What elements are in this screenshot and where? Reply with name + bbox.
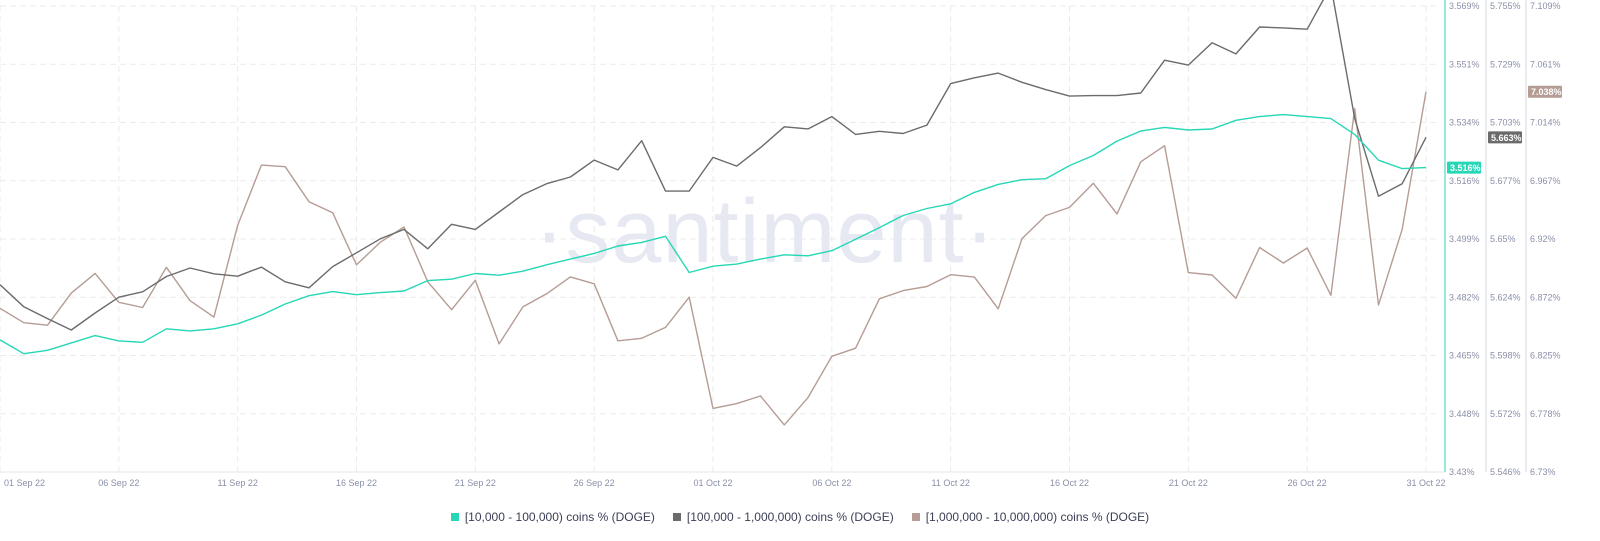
legend-swatch [450,513,459,521]
y-tick-label-axis2: 5.598% [1490,351,1521,361]
x-tick-label: 31 Oct 22 [1406,478,1445,488]
x-tick-label: 26 Oct 22 [1288,478,1327,488]
x-tick-label: 11 Sep 22 [217,478,257,488]
y-tick-label-axis1: 3.499% [1449,234,1480,244]
x-tick-label: 16 Sep 22 [336,478,377,488]
legend-item-1[interactable]: [10,000 - 100,000) coins % (DOGE) [450,510,655,524]
y-tick-label-axis3: 6.825% [1530,351,1561,361]
series-line-3[interactable] [0,91,1427,426]
y-tick-label-axis3: 6.778% [1530,409,1561,419]
y-tick-label-axis3: 6.967% [1530,176,1561,186]
last-value-text-3: 7.038% [1531,87,1562,97]
last-value-text-1: 3.516% [1450,163,1481,173]
santiment-watermark: ·santiment· [534,182,995,282]
last-value-badge-3 [1528,85,1562,98]
y-tick-label-axis3: 7.109% [1530,1,1561,11]
y-tick-label-axis1: 3.534% [1449,118,1480,128]
y-tick-label-axis2: 5.624% [1490,292,1521,302]
y-tick-label-axis2: 5.677% [1490,176,1521,186]
y-tick-label-axis3: 7.014% [1530,118,1561,128]
x-tick-label: 16 Oct 22 [1050,478,1089,488]
grid-lines [0,5,1440,473]
legend: [10,000 - 100,000) coins % (DOGE) [100,00… [0,510,1600,524]
series-line-2[interactable] [0,0,1427,331]
x-tick-label: 11 Oct 22 [931,478,969,488]
x-axis-ticks: 01 Sep 22 06 Sep 22 11 Sep 22 16 Sep 22 21 S… [4,478,1446,488]
y-tick-label-axis1: 3.551% [1449,59,1480,69]
x-tick-label: 06 Sep 22 [98,478,139,488]
x-tick-label: 01 Oct 22 [693,478,732,488]
y-tick-label-axis1: 3.43% [1449,467,1475,477]
y-tick-label-axis1: 3.482% [1449,292,1480,302]
last-value-badges: 3.516% 5.663% 7.038% [1447,85,1562,174]
legend-label: [100,000 - 1,000,000) coins % (DOGE) [686,510,894,524]
y-tick-label-axis2: 5.755% [1490,1,1521,11]
y-tick-label-axis3: 6.92% [1530,234,1556,244]
legend-label: [10,000 - 100,000) coins % (DOGE) [464,510,655,524]
y-tick-label-axis2: 5.65% [1490,234,1516,244]
axis-lines [0,0,1527,473]
y-tick-label-axis1: 3.569% [1449,1,1480,11]
x-tick-label: 06 Oct 22 [812,478,851,488]
legend-swatch [911,513,920,521]
y-axis-ticks: 3.569% 3.551% 3.534% 3.516% 3.499% 3.482% 3.46… [1449,1,1561,477]
last-value-badge-1 [1447,161,1481,174]
y-tick-label-axis1: 3.465% [1449,351,1480,361]
last-value-text-2: 5.663% [1491,133,1522,143]
legend-item-3[interactable]: [1,000,000 - 10,000,000) coins % (DOGE) [911,510,1150,524]
x-tick-label: 21 Sep 22 [455,478,496,488]
x-tick-label: 26 Sep 22 [574,478,615,488]
y-tick-label-axis2: 5.703% [1490,118,1521,128]
legend-swatch [672,513,681,521]
last-value-badge-2 [1488,131,1522,144]
chart-canvas[interactable]: ·santiment· 3.569% 3.551% 3.534% 3.516% 3.49… [0,0,1600,500]
y-tick-label-axis3: 6.73% [1530,467,1556,477]
y-tick-label-axis1: 3.448% [1449,409,1480,419]
y-tick-label-axis3: 6.872% [1530,292,1561,302]
legend-item-2[interactable]: [100,000 - 1,000,000) coins % (DOGE) [672,510,894,524]
y-tick-label-axis2: 5.729% [1490,59,1521,69]
y-tick-label-axis3: 7.061% [1530,59,1561,69]
y-tick-label-axis1: 3.516% [1449,176,1480,186]
series-lines [0,0,1427,426]
legend-label: [1,000,000 - 10,000,000) coins % (DOGE) [925,510,1150,524]
y-tick-label-axis2: 5.546% [1490,467,1521,477]
x-tick-label: 21 Oct 22 [1169,478,1208,488]
y-tick-label-axis2: 5.572% [1490,409,1521,419]
x-tick-label: 01 Sep 22 [4,478,45,488]
series-line-1[interactable] [0,113,1427,355]
